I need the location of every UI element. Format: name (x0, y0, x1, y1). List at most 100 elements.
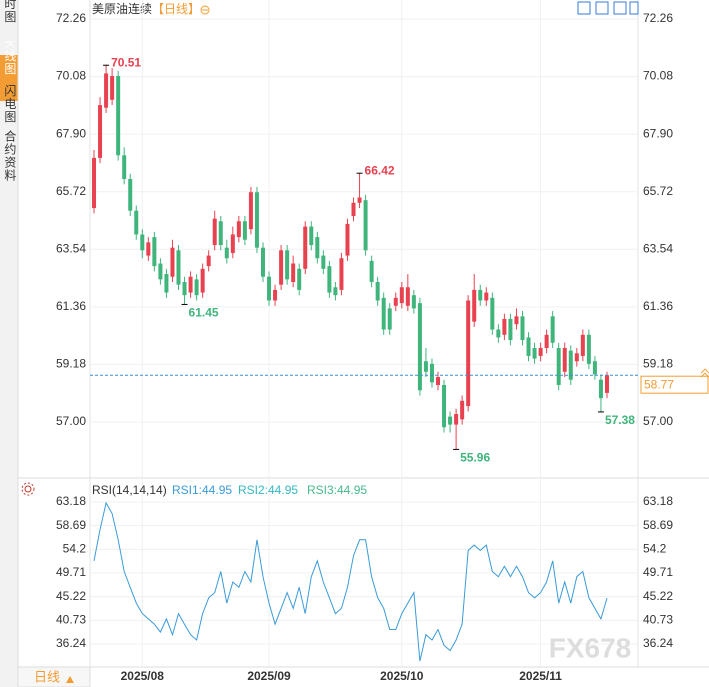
rsi-line (93, 501, 608, 662)
period-selector-label[interactable]: 日线 (34, 669, 60, 684)
candle-body (230, 234, 235, 253)
candle-body (442, 384, 447, 428)
candle-body (345, 223, 350, 256)
sidebar-tab[interactable]: K线图 (3, 40, 17, 75)
x-tick-label: 2025/09 (247, 669, 291, 683)
candle-body (592, 361, 597, 375)
candle-body (182, 282, 187, 296)
candle-body (303, 226, 308, 269)
sidebar-tab[interactable]: 闪电图 (3, 84, 17, 123)
candle-body (544, 334, 549, 349)
high-label: 70.51 (111, 55, 141, 69)
candle-body (158, 263, 163, 280)
legend-entry: RSI1:44.95 (172, 483, 232, 497)
candle-body (363, 200, 368, 251)
candle-body (116, 76, 121, 156)
y2-tick-label: 65.72 (643, 184, 673, 198)
candle-body (586, 334, 591, 364)
candle-body (532, 348, 537, 359)
candle-body (538, 348, 543, 356)
high-label: 66.42 (365, 163, 395, 177)
candle-body (574, 353, 579, 362)
candle-body (110, 76, 115, 100)
candle-body (224, 247, 229, 259)
y2-tick-label: 40.73 (643, 613, 673, 627)
y-tick-label: 36.24 (56, 636, 86, 650)
candle-body (273, 289, 278, 301)
candle-body (556, 348, 561, 385)
low-label: 55.96 (460, 451, 490, 465)
y2-tick-label: 59.18 (643, 357, 673, 371)
y2-tick-label: 57.00 (643, 414, 673, 428)
collapse-icon[interactable] (200, 5, 210, 15)
candle-body (242, 221, 247, 240)
last-price-arrow (700, 368, 709, 378)
candle-body (98, 105, 103, 158)
chart-period: 【日线】 (152, 2, 200, 16)
tool-icon[interactable] (595, 1, 609, 15)
candle-body (260, 247, 265, 277)
candle-body (369, 260, 374, 282)
candle-body (436, 377, 441, 385)
candle-body (423, 361, 428, 372)
x-tick-label: 2025/10 (380, 669, 424, 683)
toolbar[interactable] (577, 1, 639, 15)
low-label: 61.45 (189, 306, 219, 320)
y2-tick-label: 67.90 (643, 126, 673, 140)
y-tick-label: 65.72 (56, 184, 86, 198)
tool-icon[interactable] (577, 1, 591, 15)
y2-tick-label: 49.71 (643, 565, 673, 579)
settings-icon[interactable] (21, 482, 35, 496)
candle-body (200, 268, 205, 293)
last-price-label: 58.77 (644, 377, 674, 391)
candle-body (514, 316, 519, 325)
candle-body (285, 250, 290, 280)
candle-body (381, 297, 386, 330)
candle-body (309, 226, 314, 246)
candle-body (448, 416, 453, 425)
candle-body (490, 297, 495, 330)
y-tick-label: 61.36 (56, 299, 86, 313)
y2-tick-label: 70.08 (643, 69, 673, 83)
candle-body (146, 242, 151, 256)
tool-icon[interactable] (629, 1, 639, 15)
candle-body (164, 274, 169, 293)
dropdown-arrow[interactable] (66, 676, 74, 683)
candle-body (92, 157, 97, 209)
candle-body (580, 334, 585, 356)
y-tick-label: 72.26 (56, 11, 86, 25)
candle-body (357, 197, 362, 203)
candle-body (429, 363, 434, 383)
candle-body (279, 250, 284, 285)
x-tick-label: 2025/08 (121, 669, 165, 683)
y2-tick-label: 72.26 (643, 11, 673, 25)
candle-body (351, 202, 356, 216)
candle-body (128, 179, 133, 211)
y2-tick-label: 63.54 (643, 241, 673, 255)
y-tick-label: 54.2 (63, 541, 87, 555)
candle-body (122, 155, 127, 180)
chart-title: 美原油连续 (92, 1, 152, 16)
sidebar-tab[interactable]: 合约资料 (3, 129, 17, 182)
candle-body (520, 316, 525, 341)
candle-body (140, 234, 145, 251)
candle-body (405, 287, 410, 306)
y-tick-label: 49.71 (56, 565, 86, 579)
candle-body (417, 303, 422, 391)
y-tick-label: 67.90 (56, 126, 86, 140)
legend-entry: RSI2:44.95 (238, 483, 298, 497)
candle-body (399, 287, 404, 304)
candle-body (176, 250, 181, 285)
candle-body (502, 318, 507, 335)
y-tick-label: 40.73 (56, 613, 86, 627)
candle-body (375, 282, 380, 301)
candle-body (562, 348, 567, 372)
y2-tick-label: 54.2 (643, 541, 667, 555)
sidebar-tab[interactable]: 分时图 (3, 0, 17, 24)
active-tab-bg (0, 55, 18, 101)
candle-body (598, 379, 603, 399)
candle-body (321, 255, 326, 269)
candle-body (604, 375, 609, 393)
tool-icon[interactable] (613, 1, 627, 15)
